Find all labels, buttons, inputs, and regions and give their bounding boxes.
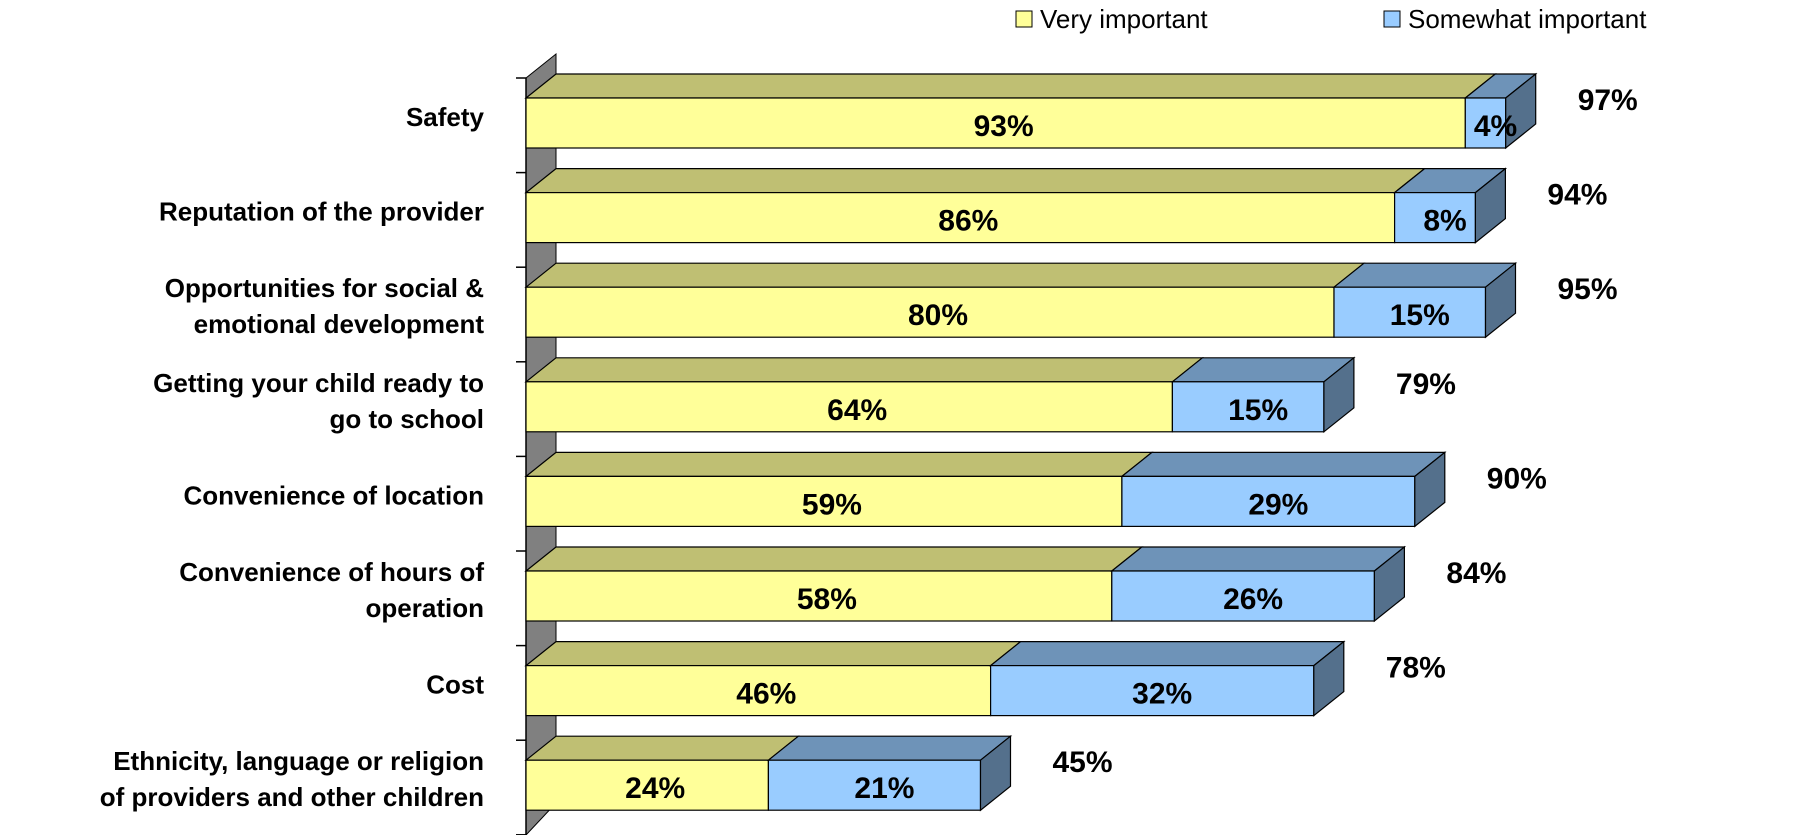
bar-side-somewhat-important xyxy=(1373,545,1406,623)
bar-very-important xyxy=(525,475,1123,527)
bar-very-important xyxy=(525,381,1174,433)
bar-top-very-important xyxy=(524,73,1498,99)
bar-very-important xyxy=(525,759,769,811)
axis xyxy=(516,52,557,835)
data-label-somewhat-important: 32% xyxy=(1132,678,1192,711)
bar-somewhat-important xyxy=(767,759,982,811)
bar-top-very-important xyxy=(524,262,1366,288)
bar-side-somewhat-important xyxy=(1484,261,1517,339)
bar-row-opportunities-for-social-emotional-development: 80% 15% 95% xyxy=(524,261,1618,339)
bar-somewhat-important xyxy=(1111,570,1376,622)
data-label-somewhat-important: 21% xyxy=(854,772,914,805)
data-label-somewhat-important: 29% xyxy=(1248,488,1308,521)
category-label: Ethnicity, language or religion xyxy=(113,746,484,776)
data-label-somewhat-important: 26% xyxy=(1223,583,1283,616)
bar-top-very-important xyxy=(524,357,1205,383)
bar-top-very-important xyxy=(524,451,1154,477)
bar-somewhat-important xyxy=(1171,381,1325,433)
data-label-very-important: 93% xyxy=(974,110,1034,143)
bar-top-somewhat-important xyxy=(766,735,1013,761)
category-label: operation xyxy=(366,593,484,623)
bar-row-ethnicity-language-or-religion-of-providers-and-other-children: 24% 21% 45% xyxy=(524,734,1113,812)
legend-swatch-somewhat-important xyxy=(1383,10,1401,28)
bar-very-important xyxy=(525,192,1396,244)
legend-label-somewhat-important: Somewhat important xyxy=(1408,4,1647,34)
bar-row-cost: 46% 32% 78% xyxy=(524,640,1446,717)
bar-top-very-important xyxy=(524,640,1023,667)
bar-row-convenience-of-location: 59% 29% 90% xyxy=(524,451,1547,528)
bar-top-somewhat-important xyxy=(1120,451,1447,477)
total-label: 90% xyxy=(1487,462,1547,495)
total-label: 79% xyxy=(1396,368,1456,401)
bar-somewhat-important xyxy=(989,664,1315,717)
axis-wall xyxy=(525,52,557,835)
bar-row-reputation-of-the-provider: 86% 8% 94% xyxy=(524,167,1607,244)
bar-somewhat-important xyxy=(1393,192,1476,244)
bar-top-somewhat-important xyxy=(988,640,1346,667)
bar-side-somewhat-important xyxy=(1474,167,1507,244)
category-labels: Safety Reputation of the provider Opportun… xyxy=(100,102,485,812)
data-label-very-important: 59% xyxy=(802,488,862,521)
bar-top-very-important xyxy=(524,168,1427,194)
bar-somewhat-important xyxy=(1121,475,1416,527)
category-label: of providers and other children xyxy=(100,782,484,812)
category-label: Cost xyxy=(426,670,484,700)
bar-somewhat-important xyxy=(1464,97,1507,149)
bar-row-safety: 93% 4% 97% xyxy=(524,72,1638,150)
data-label-very-important: 58% xyxy=(797,583,857,616)
bar-very-important xyxy=(525,570,1113,622)
total-label: 84% xyxy=(1446,557,1506,590)
data-label-very-important: 80% xyxy=(908,299,968,332)
bar-top-very-important xyxy=(524,546,1144,572)
bar-side-somewhat-important xyxy=(1414,451,1446,528)
data-label-somewhat-important: 15% xyxy=(1228,394,1288,427)
bar-top-very-important xyxy=(524,735,801,761)
data-label-somewhat-important: 15% xyxy=(1390,299,1450,332)
total-label: 94% xyxy=(1547,179,1607,212)
category-label: Reputation of the provider xyxy=(159,197,484,227)
data-label-somewhat-important: 8% xyxy=(1423,205,1466,238)
legend-label-very-important: Very important xyxy=(1040,4,1208,34)
total-label: 78% xyxy=(1386,652,1446,685)
category-label: Opportunities for social & xyxy=(165,273,484,303)
bar-top-somewhat-important xyxy=(1170,357,1356,383)
category-label: Safety xyxy=(406,102,485,132)
bar-side-somewhat-important xyxy=(1505,72,1537,150)
data-label-very-important: 64% xyxy=(827,394,887,427)
category-label: Convenience of hours of xyxy=(179,557,484,587)
legend-swatch-very-important xyxy=(1015,10,1033,28)
data-label-very-important: 46% xyxy=(736,678,796,711)
bar-side-somewhat-important xyxy=(1323,356,1355,434)
category-label: emotional development xyxy=(194,309,485,339)
bar-row-convenience-of-hours-of-operation: 58% 26% 84% xyxy=(524,545,1506,623)
data-label-very-important: 24% xyxy=(625,772,685,805)
category-label: Getting your child ready to xyxy=(153,368,484,398)
bar-side-somewhat-important xyxy=(979,734,1012,812)
bar-top-somewhat-important xyxy=(1332,262,1518,288)
bar-top-somewhat-important xyxy=(1110,546,1407,572)
legend: Very important Somewhat important xyxy=(1015,4,1647,34)
bar-somewhat-important xyxy=(1333,286,1487,338)
data-label-somewhat-important: 4% xyxy=(1474,110,1517,143)
bar-very-important xyxy=(525,664,992,717)
bar-row-getting-your-child-ready-to-go-to-school: 64% 15% 79% xyxy=(524,356,1456,434)
total-label: 45% xyxy=(1053,746,1113,779)
bar-side-somewhat-important xyxy=(1313,640,1345,717)
category-label: go to school xyxy=(329,404,484,434)
bars: 93% 4% 97% 86% 8% 94% 80% 15% 95% 64% 15% 79% 59% 29%… xyxy=(524,72,1638,812)
data-label-very-important: 86% xyxy=(938,205,998,238)
category-label: Convenience of location xyxy=(184,480,485,510)
total-label: 97% xyxy=(1578,84,1638,117)
total-label: 95% xyxy=(1558,273,1618,306)
